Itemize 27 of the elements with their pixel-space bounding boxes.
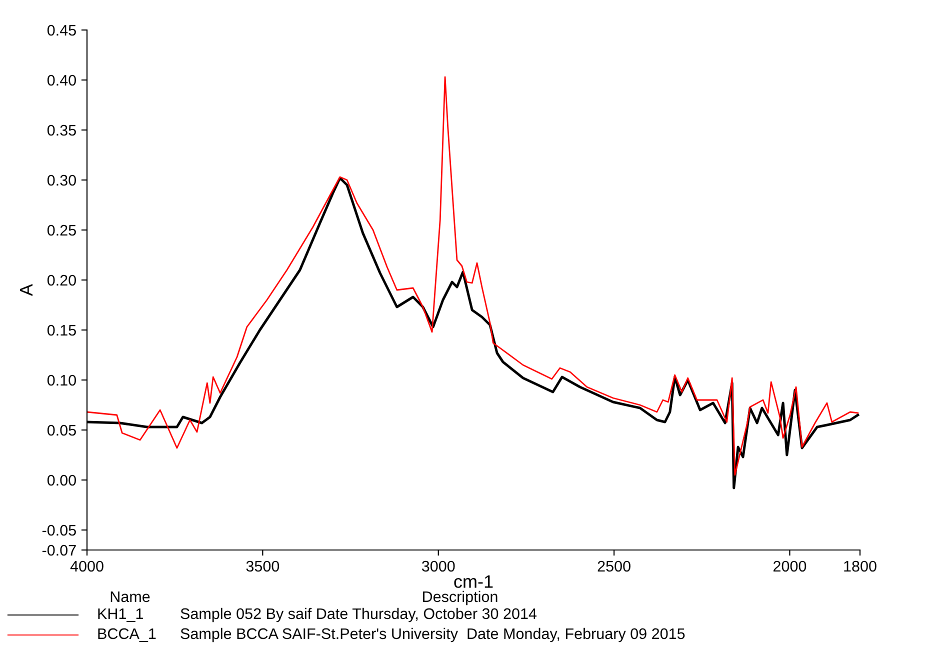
y-tick-label: 0.25 (47, 224, 76, 236)
x-tick-label: 2500 (598, 560, 630, 572)
text: Sample BCCA SAIF-St.Peter's University Date Monday, February 09 2015 (180, 628, 685, 642)
x-tick-label: 2000 (774, 560, 806, 572)
y-tick-label: 0.15 (47, 324, 76, 336)
x-tick-label: 3000 (422, 560, 455, 572)
y-tick-label: 0.05 (47, 424, 76, 436)
y-tick-label: 0.35 (47, 124, 76, 136)
legend-label: KH1_1 (98, 608, 143, 622)
x-axis-title: cm-1 (454, 575, 493, 588)
y-tick-label: -0.07 (42, 544, 76, 556)
y-tick-label: 0.40 (47, 74, 76, 86)
x-tick-label: 3500 (246, 560, 280, 572)
x-tick-label: 1800 (844, 560, 876, 572)
text: Name (110, 591, 150, 602)
y-axis-title: A (20, 284, 32, 296)
text: Sample 052 By saif Date Thursday, October 30 2014 (180, 608, 537, 622)
y-tick-label: -0.05 (42, 524, 76, 536)
text: Description (423, 590, 498, 606)
y-tick-label: 0.30 (47, 174, 76, 186)
legend-label: BCCA_1 (98, 628, 156, 642)
y-tick-label: 0.10 (47, 374, 76, 386)
y-tick-label: 0.00 (47, 474, 76, 486)
y-tick-label: 0.45 (47, 24, 76, 36)
x-tick-label: 4000 (70, 560, 104, 572)
y-tick-label: 0.20 (47, 274, 76, 286)
line-series (87, 76, 859, 476)
